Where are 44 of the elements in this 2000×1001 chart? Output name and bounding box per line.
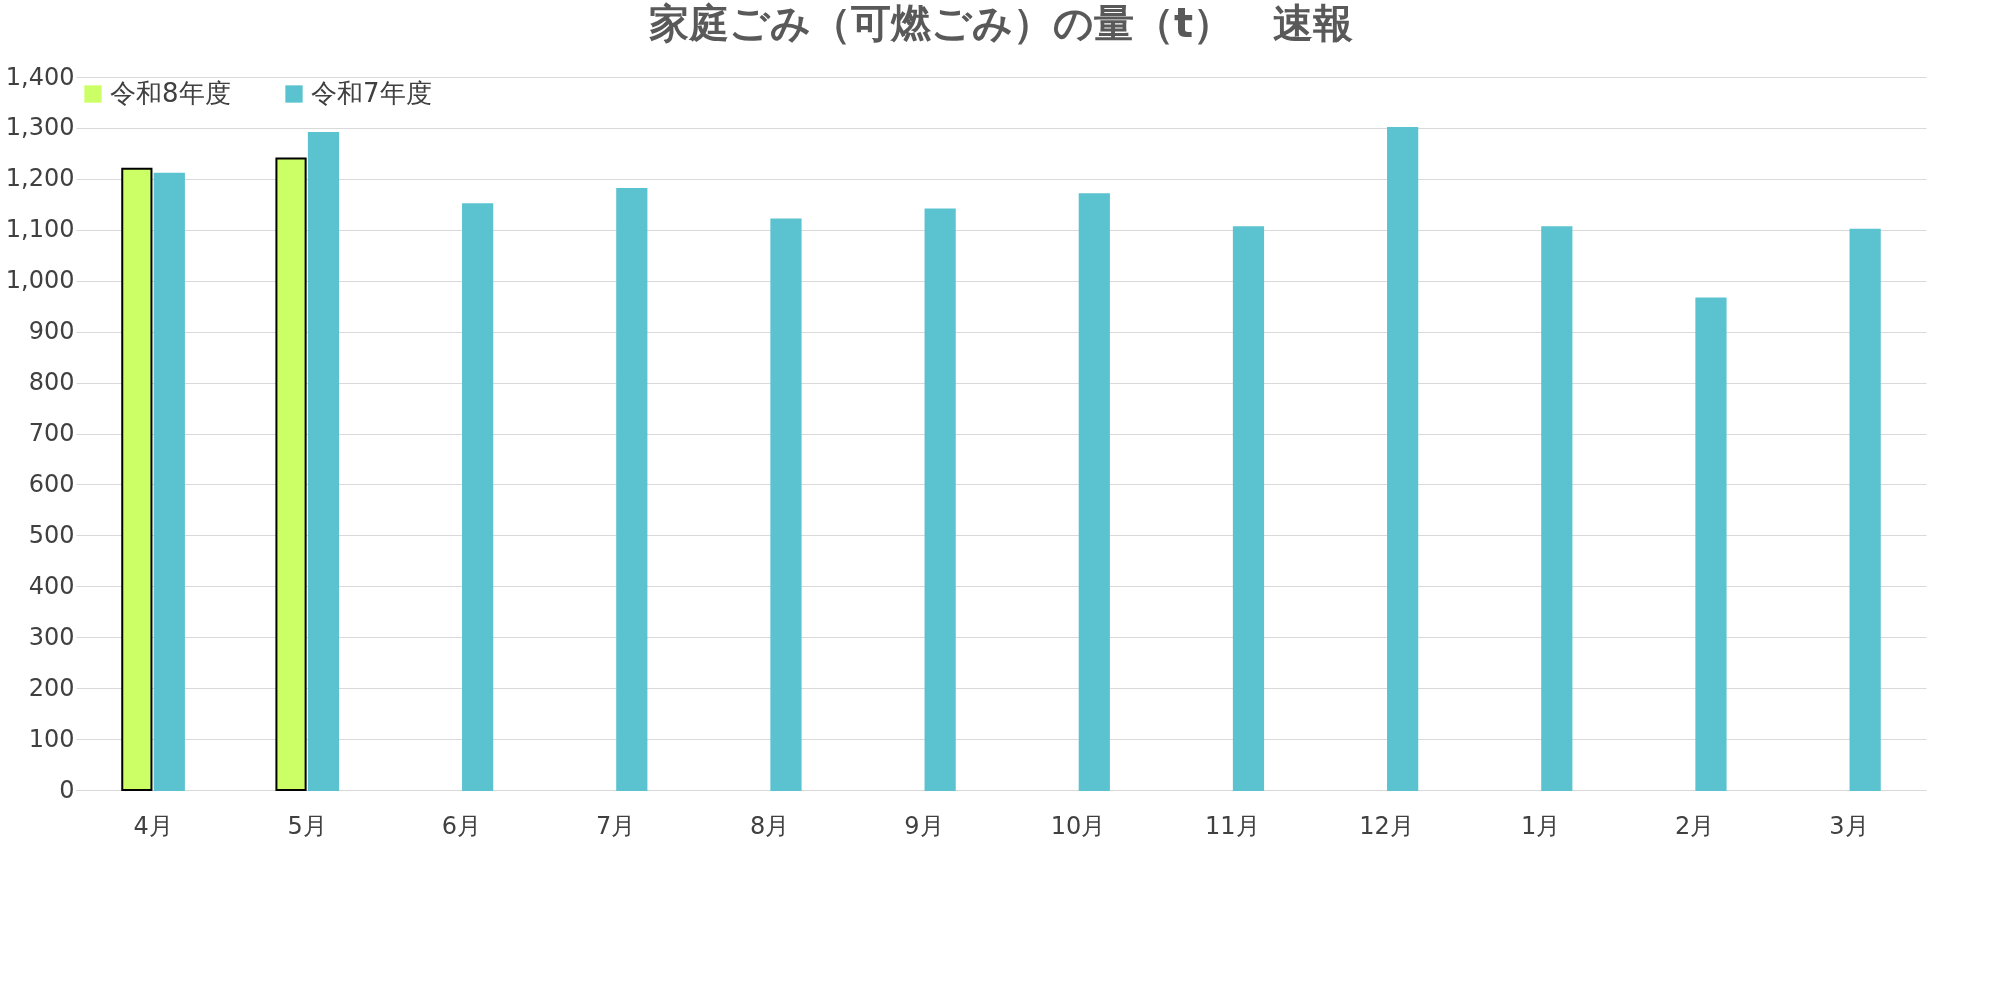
x-tick-label: 2月 <box>1675 811 1715 840</box>
chart-title: 家庭ごみ（可燃ごみ）の量（t） 速報 <box>648 0 1354 46</box>
bar <box>1078 193 1110 791</box>
bar <box>1541 226 1573 791</box>
bar <box>770 218 802 791</box>
y-tick-label: 1,400 <box>5 62 75 91</box>
bar <box>462 203 494 791</box>
y-tick-label: 1,000 <box>5 266 75 295</box>
x-tick-label: 5月 <box>287 811 327 840</box>
legend-label: 令和7年度 <box>311 78 432 108</box>
x-tick-label: 7月 <box>595 811 636 840</box>
y-tick-label: 600 <box>28 469 75 498</box>
x-tick-label: 12月 <box>1359 811 1414 840</box>
y-tick-label: 1,100 <box>5 215 75 244</box>
bar <box>121 167 153 791</box>
bar <box>1695 297 1727 791</box>
y-tick-label: 300 <box>28 622 75 651</box>
x-tick-label: 11月 <box>1204 811 1260 840</box>
y-tick-label: 200 <box>28 673 75 702</box>
x-tick-label: 4月 <box>133 811 173 840</box>
y-tick-label: 400 <box>28 571 75 600</box>
y-tick-label: 900 <box>28 317 75 346</box>
x-tick-label: 1月 <box>1520 811 1561 840</box>
x-tick-label: 10月 <box>1050 811 1106 840</box>
x-tick-label: 9月 <box>904 811 944 840</box>
y-tick-label: 500 <box>28 520 75 549</box>
y-tick-label: 0 <box>59 775 75 804</box>
bar <box>924 208 956 791</box>
bar <box>616 188 648 791</box>
bar <box>275 157 307 791</box>
y-tick-label: 700 <box>28 419 75 447</box>
bar <box>153 172 185 791</box>
y-tick-label: 100 <box>28 724 75 753</box>
bar <box>1232 226 1265 791</box>
y-tick-label: 1,300 <box>5 113 75 142</box>
x-tick-label: 6月 <box>441 811 482 840</box>
bar <box>1849 228 1881 791</box>
bar <box>307 132 340 791</box>
x-tick-label: 8月 <box>750 811 790 840</box>
legend-label: 令和8年度 <box>110 78 231 108</box>
x-tick-label: 3月 <box>1829 811 1869 840</box>
y-tick-label: 1,200 <box>5 164 75 193</box>
bar <box>1387 126 1419 791</box>
y-tick-label: 800 <box>28 368 75 397</box>
